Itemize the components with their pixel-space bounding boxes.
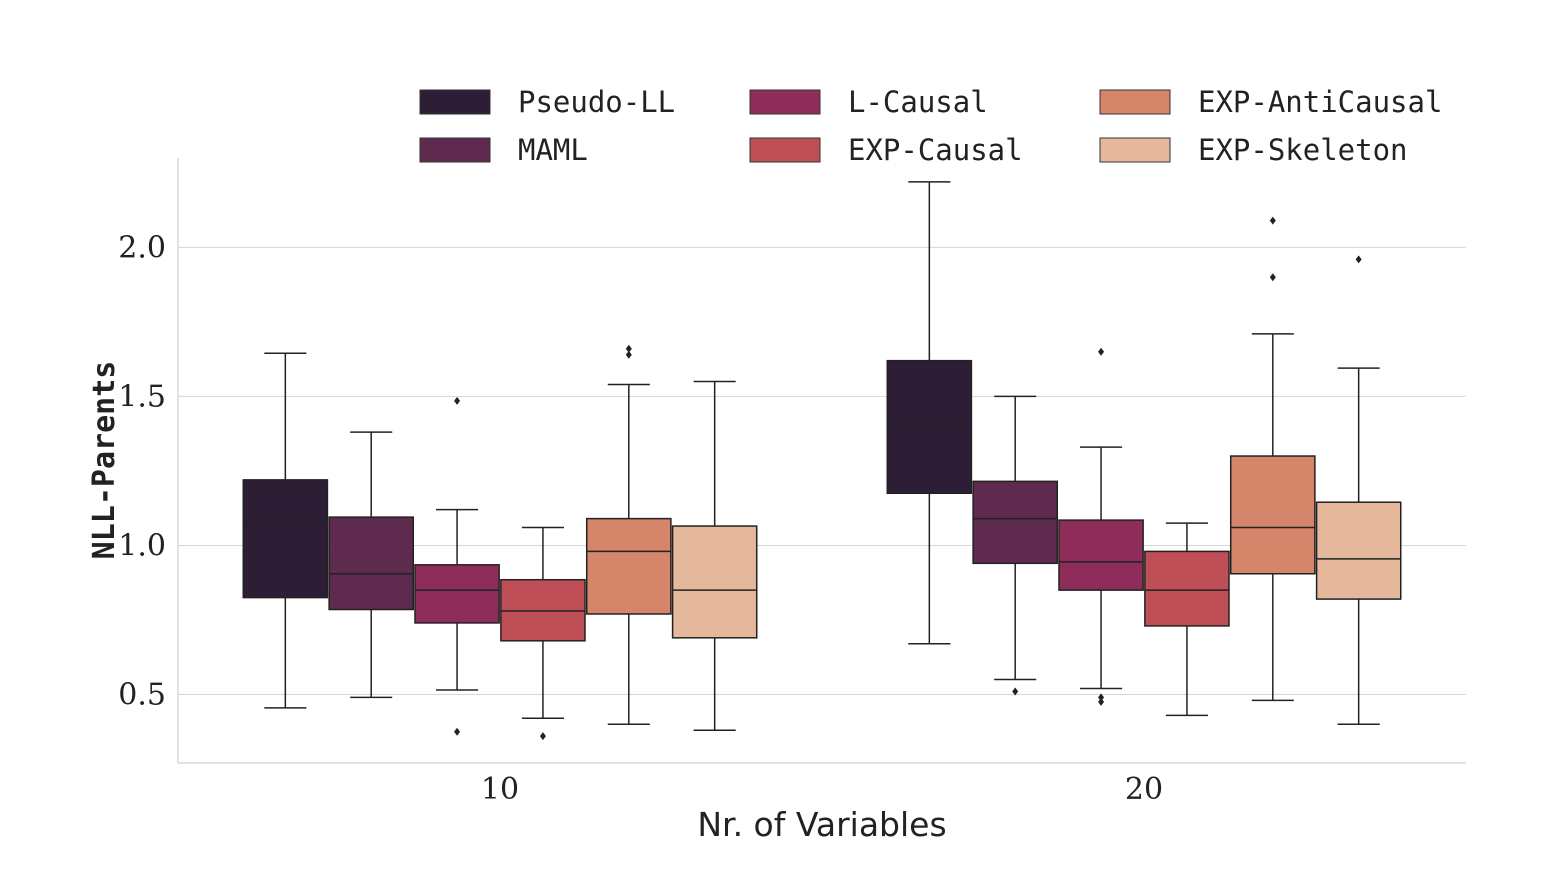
x-axis-title: Nr. of Variables (697, 805, 946, 844)
boxes (242, 181, 1402, 741)
outlier-point (454, 396, 461, 405)
outlier-point (625, 344, 632, 353)
box (414, 396, 500, 736)
box-iqr (1144, 550, 1230, 627)
box-iqr (414, 564, 500, 624)
outlier-point (539, 732, 546, 741)
box-iqr (972, 480, 1059, 565)
box-iqr (1315, 501, 1402, 600)
box-iqr (671, 525, 758, 639)
axes (177, 158, 1466, 764)
legend-swatch (419, 89, 491, 115)
box-iqr (1058, 519, 1144, 591)
legend-swatch (419, 137, 491, 163)
outlier-point (454, 727, 461, 736)
box-iqr (585, 517, 672, 615)
legend-item: Pseudo-LL (419, 85, 675, 119)
legend-swatch (1099, 137, 1171, 163)
box (671, 380, 758, 731)
box-iqr (242, 479, 329, 599)
legend-item: EXP-Causal (749, 133, 1023, 167)
legend-swatch (749, 137, 821, 163)
outlier-point (1269, 216, 1276, 225)
y-axis-title: NLL-Parents (87, 361, 122, 560)
legend-label: Pseudo-LL (518, 85, 675, 119)
box (500, 526, 586, 741)
outlier-point (1012, 687, 1019, 696)
legend-label: MAML (518, 133, 588, 167)
box (886, 181, 973, 645)
box (242, 352, 329, 709)
legend-item: EXP-AntiCausal (1099, 85, 1442, 119)
x-tick-label: 10 (481, 772, 519, 807)
box (1058, 347, 1144, 706)
box (328, 431, 415, 699)
legend-label: EXP-Skeleton (1198, 133, 1408, 167)
box-iqr (1229, 455, 1316, 575)
legend: Pseudo-LL MAML L-Causal EXP-Causal EXP-AntiC… (419, 85, 1442, 167)
legend-item: MAML (419, 133, 588, 167)
tick-labels: 0.5 1.0 1.5 2.0 10 20 (118, 230, 1163, 807)
legend-label: EXP-Causal (848, 133, 1023, 167)
y-tick-label: 1.0 (118, 528, 166, 563)
outlier-point (1098, 693, 1105, 702)
outlier-point (625, 350, 632, 359)
outlier-point (1269, 273, 1276, 282)
legend-item: L-Causal (749, 85, 988, 119)
box (1315, 255, 1402, 726)
y-tick-label: 2.0 (118, 230, 166, 265)
legend-label: L-Causal (848, 85, 988, 119)
outlier-point (1098, 347, 1105, 356)
x-tick-label: 20 (1125, 772, 1163, 807)
legend-label: EXP-AntiCausal (1198, 85, 1442, 119)
outlier-point (1355, 255, 1362, 264)
legend-swatch (1099, 89, 1171, 115)
box (1229, 216, 1316, 702)
box (585, 344, 672, 726)
y-tick-label: 1.5 (118, 379, 166, 414)
y-tick-label: 0.5 (118, 677, 166, 712)
legend-swatch (749, 89, 821, 115)
box (1144, 522, 1230, 717)
outlier-point (1098, 697, 1105, 706)
box-iqr (328, 516, 415, 611)
box (972, 395, 1059, 696)
legend-item: EXP-Skeleton (1099, 133, 1408, 167)
